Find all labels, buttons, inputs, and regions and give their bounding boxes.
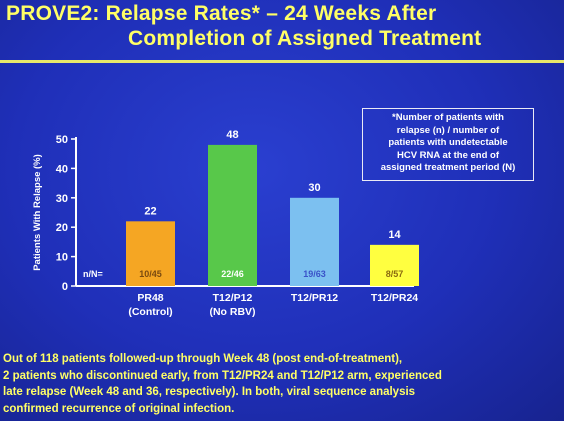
bar-nN-label: 8/57	[386, 269, 404, 279]
bar-nN-label: 10/45	[139, 269, 162, 279]
footnote-line: relapse (n) / number of	[396, 124, 500, 136]
footnote-box: *Number of patients with relapse (n) / n…	[362, 108, 534, 181]
bar-value-label: 14	[388, 229, 401, 241]
bar-t12-p12	[208, 144, 257, 286]
y-tick-label: 0	[62, 281, 68, 293]
bar-t12-pr12	[290, 197, 339, 286]
bar-value-label: 30	[308, 182, 320, 194]
y-axis-label: Patients With Relapse (%)	[32, 154, 43, 271]
bar-pr48	[126, 221, 175, 286]
y-tick-label: 10	[56, 252, 68, 264]
footnote-line: patients with undetectable	[388, 137, 508, 149]
y-tick-label: 30	[56, 193, 68, 205]
footnote-line: HCV RNA at the end of	[396, 149, 500, 161]
category-label: T12/P12	[213, 292, 253, 304]
category-sublabel: (No RBV)	[209, 306, 255, 318]
category-label: T12/PR12	[291, 292, 338, 304]
bar-value-label: 48	[226, 129, 238, 141]
category-label: PR48	[137, 292, 163, 304]
title-line-1: PROVE2: Relapse Rates* – 24 Weeks After	[6, 2, 437, 25]
nN-label: n/N=	[83, 269, 103, 279]
bar-value-label: 22	[144, 205, 156, 217]
footnote-line: *Number of patients with	[392, 112, 504, 123]
category-label: T12/PR24	[371, 292, 418, 304]
category-sublabel: (Control)	[128, 306, 172, 318]
bottom-note: Out of 118 patients followed-up through …	[3, 351, 563, 417]
bar-nN-label: 19/63	[303, 269, 326, 279]
bottom-note-line: 2 patients who discontinued early, from …	[3, 369, 442, 382]
bar-nN-label: 22/46	[221, 269, 244, 279]
title-line-2: Completion of Assigned Treatment	[128, 27, 482, 50]
title-divider	[0, 60, 564, 63]
bottom-note-line: confirmed recurrence of original infecti…	[3, 402, 235, 415]
y-tick-label: 40	[56, 163, 68, 175]
y-tick-label: 50	[56, 134, 68, 146]
bottom-note-line: Out of 118 patients followed-up through …	[3, 353, 403, 365]
footnote-line: assigned treatment period (N)	[380, 162, 516, 174]
bar-t12-pr24	[370, 244, 419, 286]
y-tick-label: 20	[56, 222, 68, 234]
bottom-note-line: late relapse (Week 48 and 36, respective…	[3, 386, 416, 398]
